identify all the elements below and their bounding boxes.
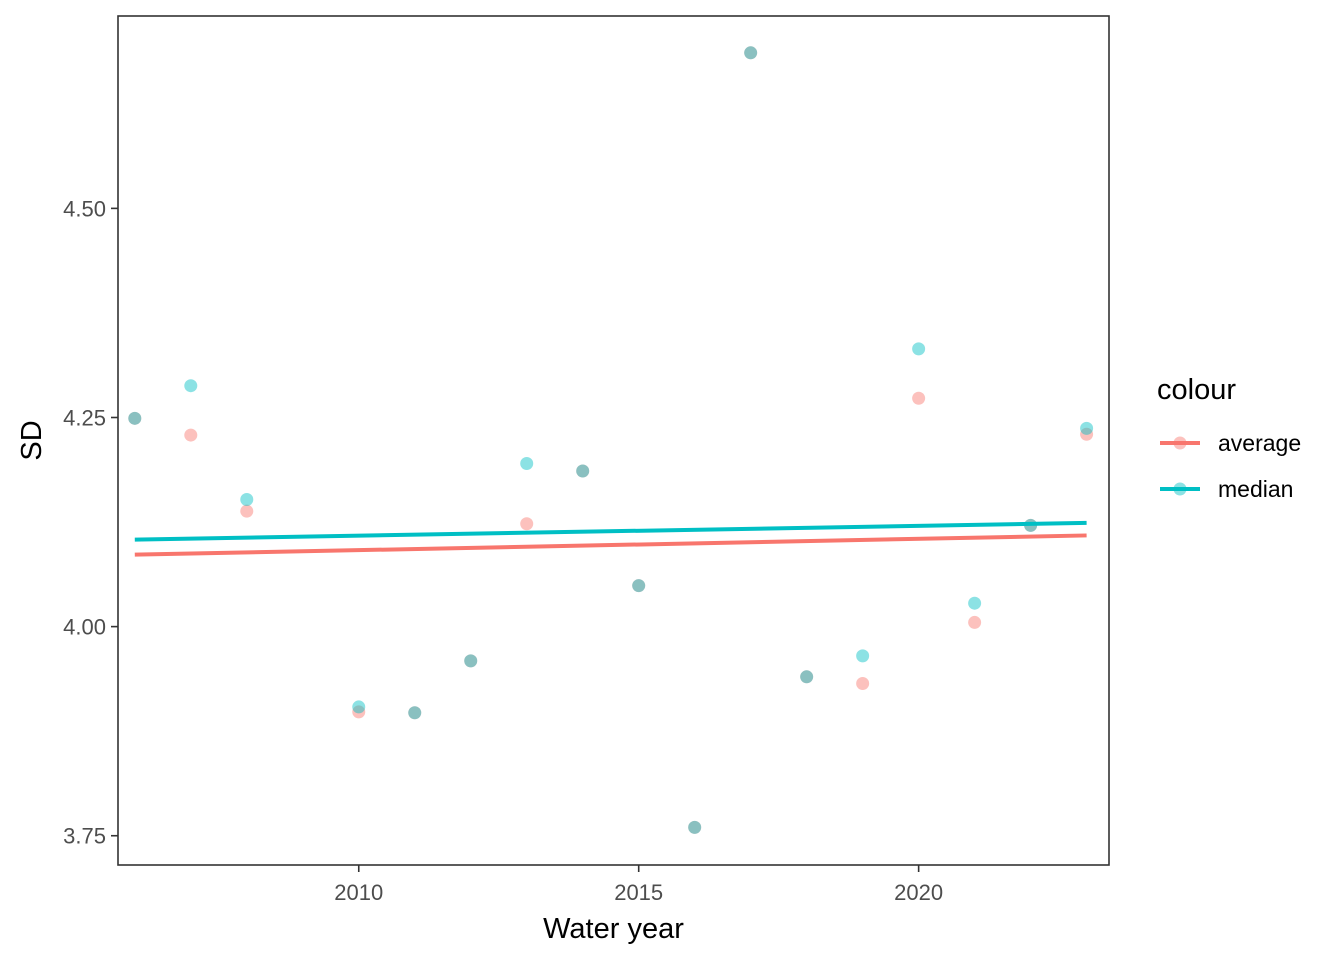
panel-border (117, 15, 1110, 866)
point-median (408, 706, 422, 720)
point-median (576, 464, 590, 478)
x-axis-title: Water year (543, 913, 684, 945)
point-median (520, 457, 534, 471)
point-average (408, 706, 422, 720)
point-average (576, 464, 590, 478)
point-average (968, 615, 982, 629)
trend-line-median (134, 520, 1087, 542)
axes: 2010 2015 2020 3.75 4.00 4.25 4.50 (63, 196, 943, 905)
legend-label: median (1218, 476, 1293, 502)
point-median (800, 670, 814, 684)
legend-item-average: average (1160, 430, 1301, 456)
point-median (184, 379, 198, 393)
point-average (464, 654, 478, 668)
point-median (1080, 421, 1094, 435)
y-axis-title: SD (16, 420, 48, 460)
point-average (240, 504, 254, 518)
y-tick-label: 4.50 (63, 196, 106, 221)
point-average (184, 428, 198, 442)
x-tick-label: 2015 (614, 880, 663, 905)
point-average (128, 411, 142, 425)
point-average (520, 517, 534, 531)
point-average (744, 46, 758, 60)
point-median (240, 492, 254, 506)
point-median (688, 820, 702, 834)
point-median (128, 411, 142, 425)
point-median (464, 654, 478, 668)
point-median (912, 342, 926, 356)
legend-key-point (1173, 436, 1187, 450)
point-average (632, 579, 646, 593)
legend-label: average (1218, 430, 1301, 456)
point-average (800, 670, 814, 684)
point-average (352, 705, 366, 719)
point-median (968, 596, 982, 610)
legend-item-median: median (1160, 476, 1293, 502)
plot-marks (128, 46, 1094, 834)
point-median (632, 579, 646, 593)
y-tick-label: 3.75 (63, 824, 106, 849)
legend-key-point (1173, 482, 1187, 496)
point-median (744, 46, 758, 60)
y-tick-label: 4.25 (63, 405, 106, 430)
legend-title: colour (1157, 374, 1236, 406)
point-average (1080, 427, 1094, 441)
y-tick-label: 4.00 (63, 615, 106, 640)
x-tick-label: 2010 (334, 880, 383, 905)
point-average (856, 676, 870, 690)
point-average (688, 820, 702, 834)
point-average (912, 391, 926, 405)
point-median (352, 700, 366, 714)
x-tick-label: 2020 (894, 880, 943, 905)
point-median (856, 649, 870, 663)
trend-line-average (134, 533, 1087, 557)
legend: colour average median (1157, 374, 1301, 502)
